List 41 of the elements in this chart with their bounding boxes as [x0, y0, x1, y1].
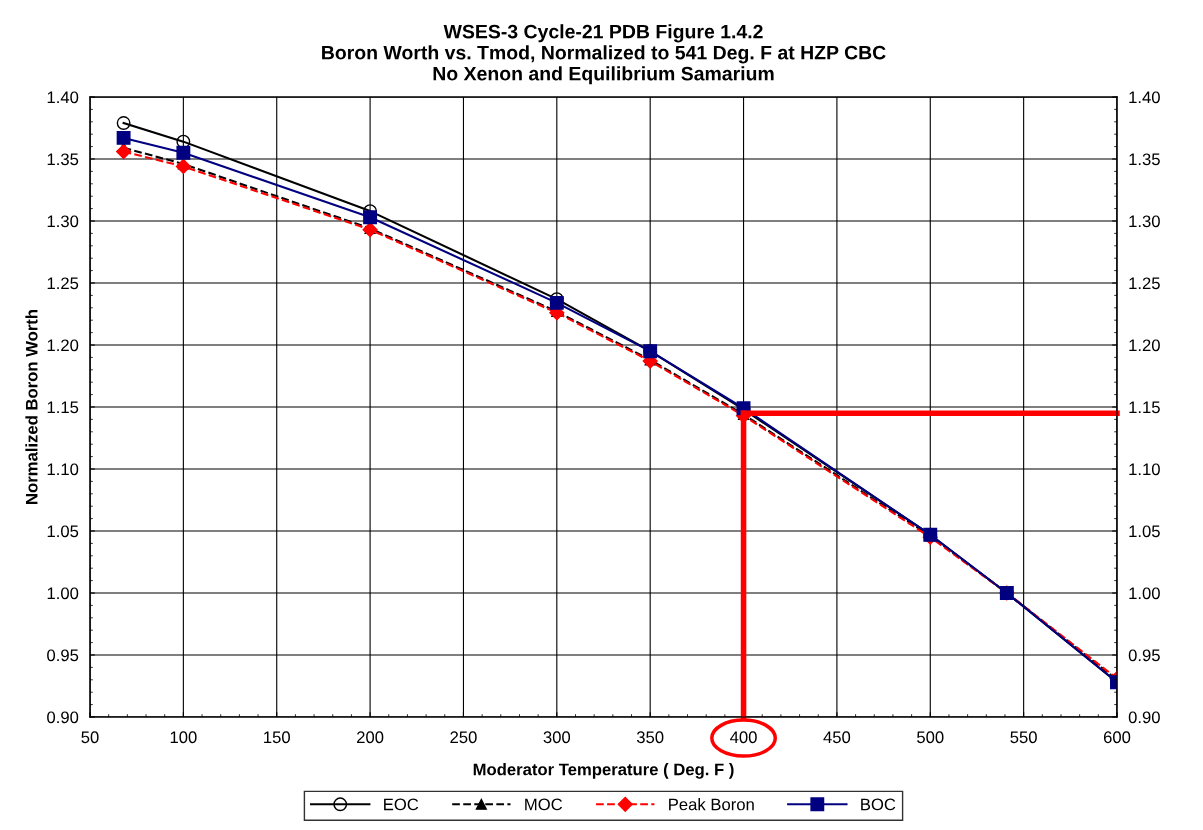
y2-tick-label: 1.35: [1129, 153, 1160, 166]
x-tick-label: 550: [1010, 731, 1037, 744]
x-tick-label: 350: [636, 731, 664, 744]
y2-tick-label: 1.05: [1129, 525, 1160, 538]
y-tick-label: 1.30: [47, 215, 79, 228]
y-axis-title: Normalized Boron Worth: [25, 310, 38, 504]
x-tick-label: 100: [170, 731, 197, 744]
y-tick-label: 1.00: [47, 587, 79, 600]
y-tick-label: 1.20: [47, 339, 79, 352]
y-tick-label: 1.35: [47, 153, 79, 166]
y-tick-label: 0.90: [47, 711, 79, 724]
y-tick-label: 1.40: [47, 91, 79, 104]
legend-label: EOC: [384, 798, 419, 811]
legend-label: Peak Boron: [669, 798, 754, 811]
y-tick-label: 1.25: [47, 277, 79, 290]
legend-label: MOC: [525, 798, 563, 811]
y2-tick-label: 1.15: [1129, 401, 1160, 414]
y-tick-label: 0.95: [47, 649, 79, 662]
legend-label: BOC: [861, 798, 896, 811]
y2-tick-label: 1.20: [1129, 339, 1160, 352]
x-tick-label: 400: [730, 731, 757, 744]
y-tick-label: 1.15: [47, 401, 79, 414]
x-tick-label: 200: [357, 731, 384, 744]
y-tick-label: 1.10: [47, 463, 79, 476]
y2-tick-label: 1.10: [1129, 463, 1160, 476]
x-axis-title: Moderator Temperature ( Deg. F ): [473, 763, 734, 779]
x-tick-label: 50: [81, 731, 99, 744]
y2-tick-label: 1.40: [1129, 91, 1160, 104]
y2-tick-label: 1.00: [1129, 587, 1160, 600]
x-tick-label: 450: [823, 731, 851, 744]
chart-title: WSES-3 Cycle-21 PDB Figure 1.4.2 Boron Worth vs. Tmod, Normalized to 541 Deg. F at HZP CBC No Xenon and Equilibrium Samarium: [322, 24, 886, 85]
x-tick-label: 250: [450, 731, 477, 744]
x-tick-label: 500: [917, 731, 944, 744]
x-tick-label: 150: [264, 731, 290, 744]
y2-tick-label: 0.90: [1128, 711, 1160, 724]
y-tick-label: 1.05: [47, 525, 79, 538]
y2-tick-label: 0.95: [1128, 649, 1160, 662]
y2-tick-label: 1.25: [1129, 277, 1160, 290]
y2-tick-label: 1.30: [1129, 215, 1160, 228]
x-tick-label: 300: [543, 731, 571, 744]
x-tick-label: 600: [1103, 731, 1131, 744]
